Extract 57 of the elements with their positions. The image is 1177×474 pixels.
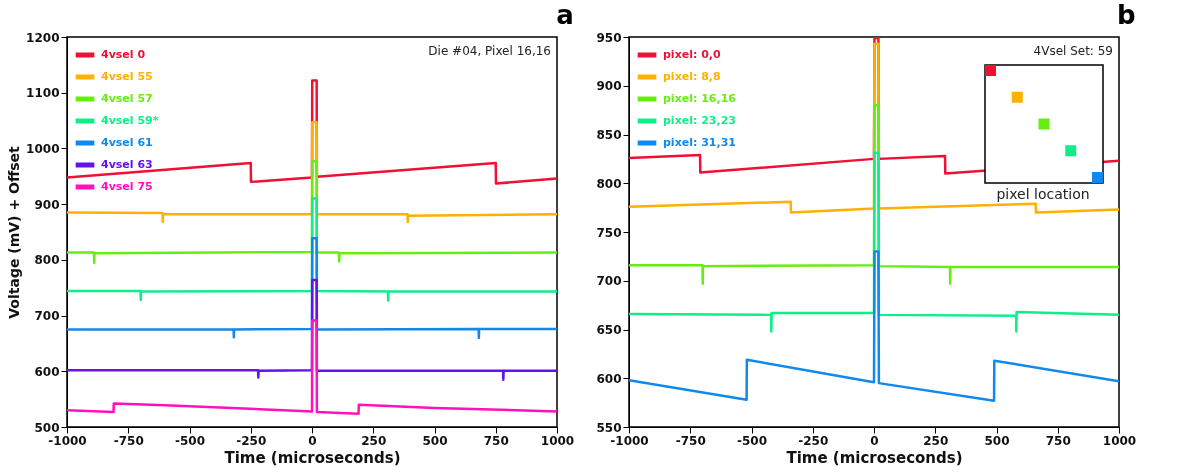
- x-tick-label: -250: [236, 433, 267, 448]
- line-series: [629, 250, 1119, 402]
- legend-label: 4vsel 0: [101, 48, 146, 61]
- y-tick-label: 1100: [26, 86, 60, 101]
- y-axis-title: Voltage (mV) + Offset: [6, 145, 23, 319]
- x-tick-label: 500: [984, 433, 1010, 448]
- legend-label: pixel: 31,31: [663, 136, 736, 149]
- y-tick-label: 550: [596, 420, 622, 435]
- x-tick-label: -1000: [610, 433, 649, 448]
- x-tick-label: 750: [1045, 433, 1071, 448]
- y-tick-label: 700: [34, 309, 60, 324]
- x-tick-label: 1000: [1102, 433, 1137, 448]
- legend-label: pixel: 16,16: [663, 92, 737, 105]
- x-tick-label: -750: [675, 433, 706, 448]
- chart-title: a: [556, 0, 574, 30]
- y-tick-label: 600: [34, 364, 60, 379]
- legend-label: 4vsel 59*: [101, 114, 159, 127]
- x-tick-label: 250: [361, 433, 387, 448]
- y-tick-label: 850: [596, 128, 622, 142]
- x-tick-label: 500: [422, 433, 448, 448]
- y-tick-label: 800: [34, 253, 60, 268]
- legend-label: 4vsel 75: [101, 180, 153, 193]
- annotation: Die #04, Pixel 16,16: [428, 44, 551, 58]
- y-tick-label: 700: [596, 274, 622, 289]
- x-tick-label: -750: [113, 433, 144, 448]
- annotation: pixel location: [996, 186, 1090, 202]
- legend-label: 4vsel 55: [101, 70, 153, 83]
- x-tick-label: -500: [174, 433, 206, 448]
- chart-title: b: [1117, 0, 1136, 30]
- legend-label: 4vsel 63: [101, 158, 153, 171]
- line-series: [67, 319, 557, 415]
- y-tick-label: 1000: [26, 141, 60, 156]
- legend-label: pixel: 23,23: [663, 114, 736, 127]
- y-tick-label: 500: [34, 420, 60, 435]
- x-tick-label: 750: [483, 433, 509, 448]
- y-tick-label: 950: [596, 30, 622, 45]
- y-tick-label: 650: [596, 323, 622, 337]
- y-tick-label: 1200: [26, 30, 60, 45]
- legend-label: pixel: 0,0: [663, 48, 722, 61]
- x-tick-label: -250: [798, 433, 829, 448]
- x-tick-label: 0: [308, 433, 317, 448]
- x-tick-label: 0: [870, 433, 879, 448]
- legend-label: 4vsel 57: [101, 92, 153, 105]
- x-tick-label: 1000: [540, 433, 575, 448]
- y-tick-label: 750: [596, 225, 622, 240]
- x-tick-label: -500: [736, 433, 768, 448]
- x-axis-title: Time (microseconds): [224, 448, 401, 467]
- y-tick-label: 600: [596, 371, 622, 386]
- x-axis-title: Time (microseconds): [786, 448, 963, 467]
- x-tick-label: -1000: [48, 433, 87, 448]
- x-tick-label: 250: [923, 433, 949, 448]
- legend-label: pixel: 8,8: [663, 70, 721, 83]
- y-tick-label: 800: [596, 176, 622, 191]
- y-tick-label: 900: [34, 197, 60, 212]
- annotation: 4Vsel Set: 59: [1033, 44, 1113, 58]
- legend-label: 4vsel 61: [101, 136, 153, 149]
- y-tick-label: 900: [596, 79, 622, 94]
